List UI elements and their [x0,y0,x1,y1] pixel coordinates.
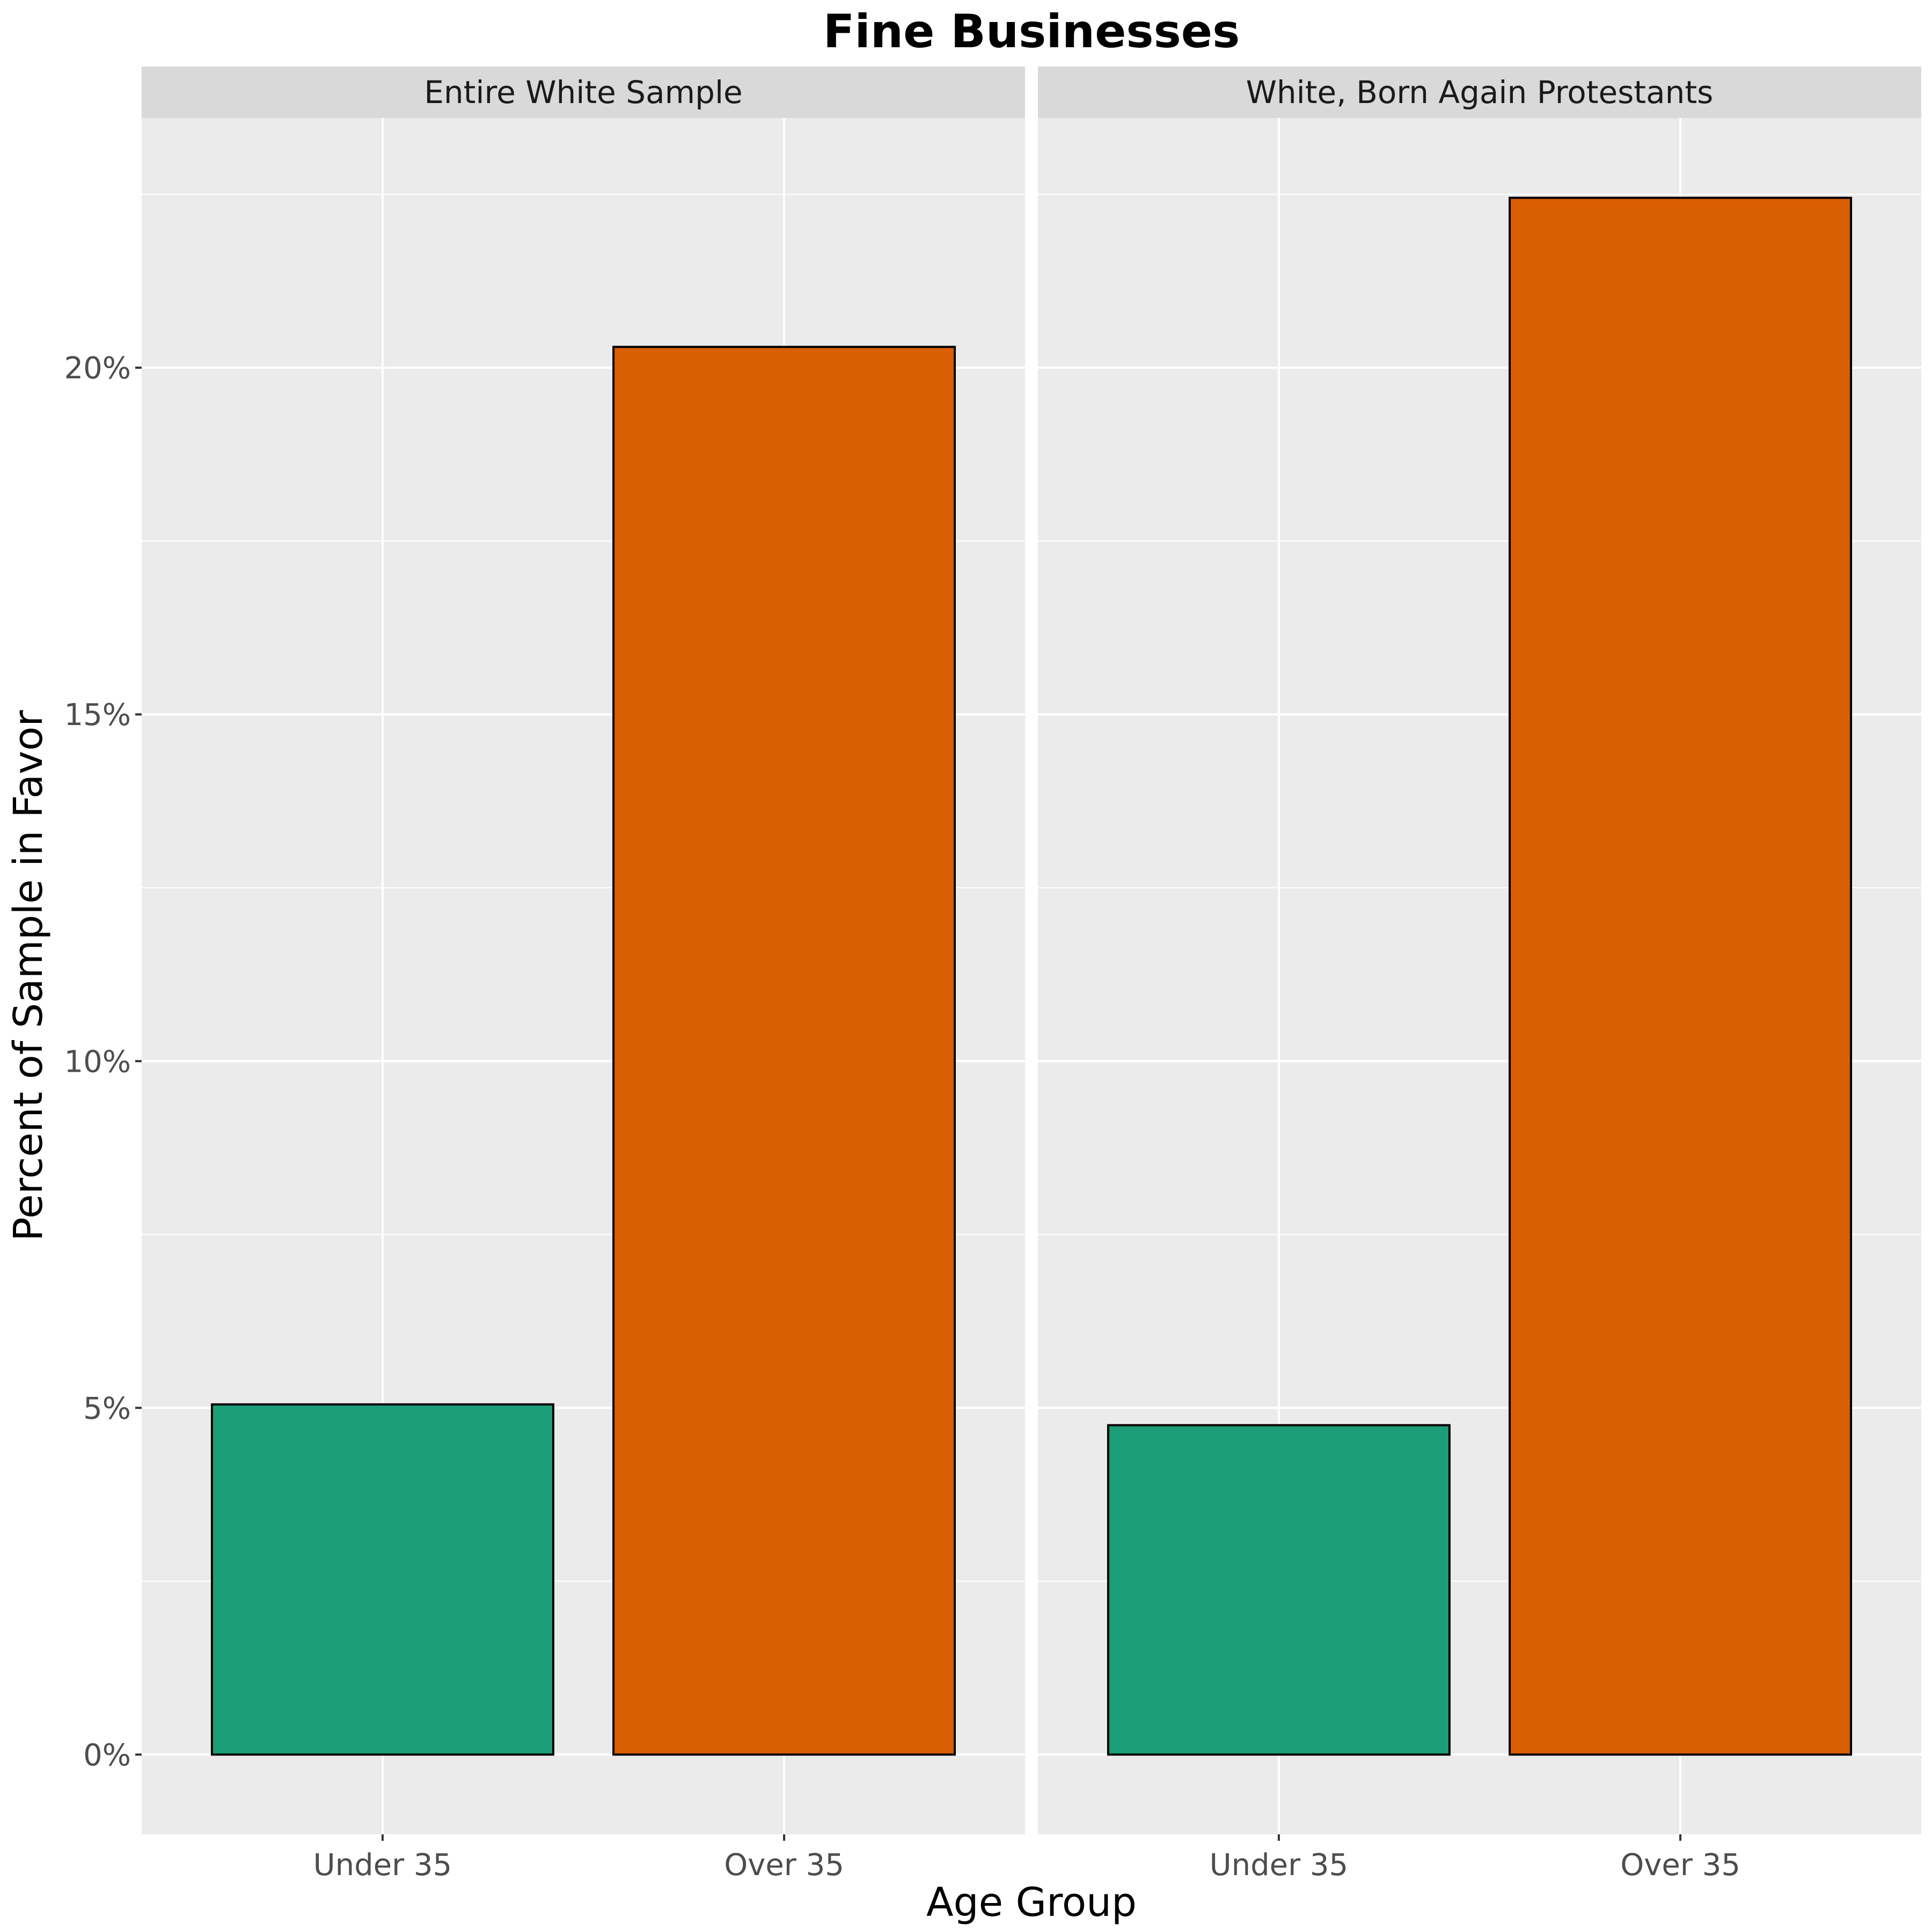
x-tick-label: Under 35 [313,1848,452,1883]
facet-strip-label: Entire White Sample [424,74,743,111]
facet-strip-label: White, Born Again Protestants [1246,74,1714,111]
x-tick-label: Over 35 [724,1848,844,1883]
bar [1107,1424,1451,1756]
x-axis-title: Age Group [926,1879,1137,1926]
x-tick-label: Under 35 [1210,1848,1349,1883]
y-tick-label: 0% [83,1738,131,1773]
y-tick-label: 10% [64,1044,131,1079]
y-tick-label: 20% [64,351,131,386]
y-tick-label: 15% [64,698,131,733]
y-tick-label: 5% [83,1391,131,1426]
x-tick-label: Over 35 [1620,1848,1740,1883]
facet-strip [1038,67,1921,118]
chart-title: Fine Businesses [823,5,1240,58]
bar [612,346,956,1756]
bar [210,1403,554,1756]
bar [1509,196,1853,1756]
facet-strip [142,67,1025,118]
y-axis-title: Percent of Sample in Favor [5,710,52,1241]
plot-area: Entire White Sample Under 35 Over 35 White,… [64,67,1921,1883]
